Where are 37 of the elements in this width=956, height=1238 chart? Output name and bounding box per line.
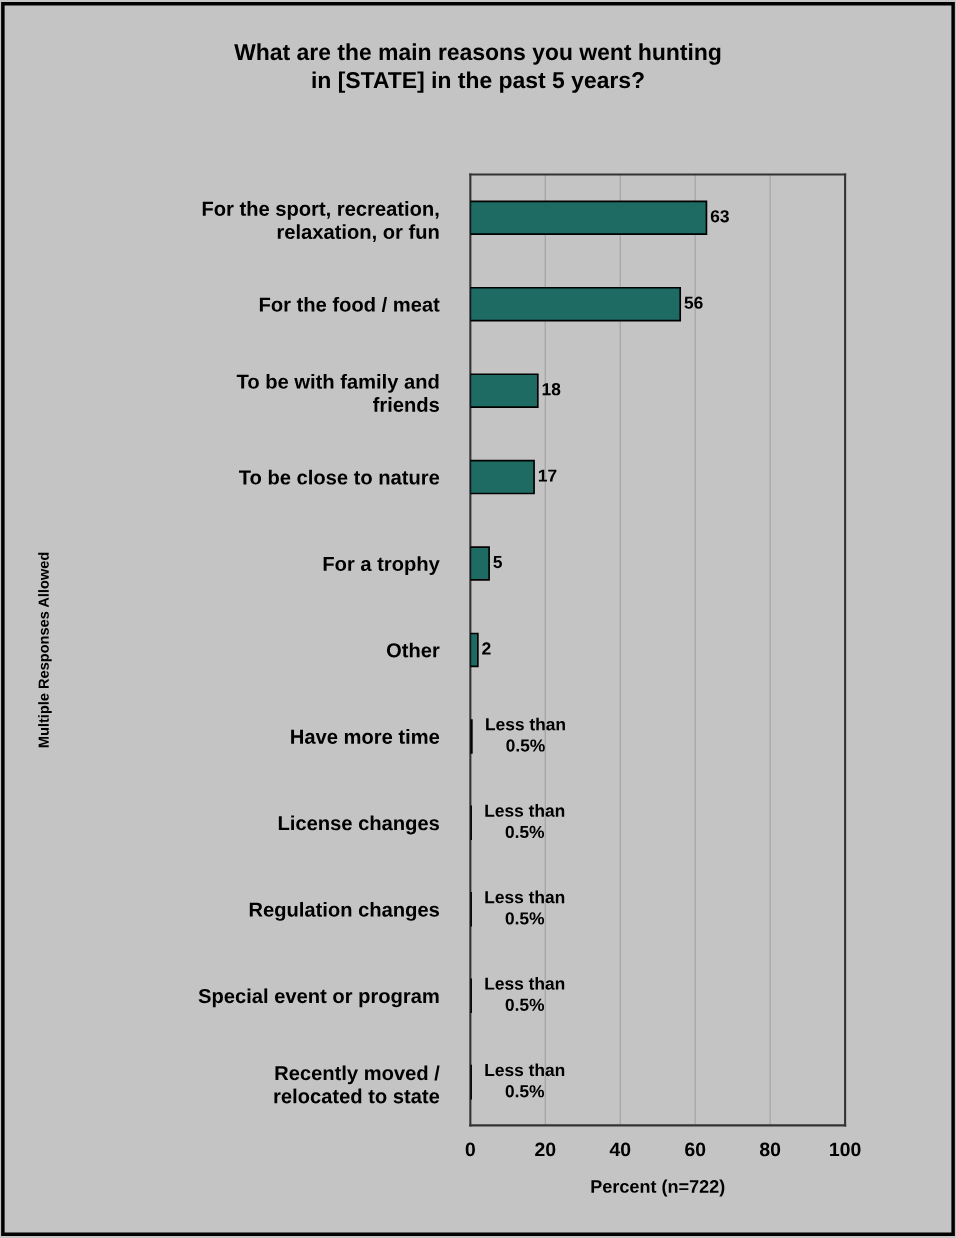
y-tick-label: Have more time [291, 729, 440, 744]
data-label: 17 [538, 469, 557, 482]
data-label: 5 [493, 556, 503, 569]
data-label: Less than 0.5% [485, 804, 565, 839]
data-label: Less than 0.5% [485, 890, 565, 925]
data-label: 63 [710, 210, 729, 223]
bar [470, 632, 479, 668]
x-tick-label: 20 [535, 1142, 556, 1157]
x-tick-label: 60 [685, 1142, 706, 1157]
y-tick-label: For a trophy [323, 556, 440, 575]
y-tick-label: For the food / meat [259, 296, 440, 312]
chart-title: What are the main reasons you went hunting in [STATE] in the past 5 years? [234, 43, 721, 93]
x-tick-label: 80 [759, 1142, 781, 1157]
data-label: Less than 0.5% [485, 1063, 565, 1098]
bar [470, 286, 682, 322]
y-tick-label: Recently moved / relocated to state [274, 1065, 440, 1104]
x-tick-label: 100 [830, 1142, 861, 1157]
x-tick-label: 0 [465, 1142, 475, 1157]
x-axis-title: Percent (n=722) [591, 1179, 725, 1197]
data-label: 18 [542, 383, 561, 396]
bar [470, 200, 708, 236]
data-label: Less than 0.5% [485, 976, 565, 1011]
y-tick-label: To be close to nature [238, 469, 440, 485]
data-label: 2 [482, 642, 491, 655]
y-tick-label: For the sport, recreation, relaxation, or fun [202, 201, 439, 242]
x-tick-label: 40 [609, 1142, 631, 1157]
bar [470, 459, 535, 495]
y-tick-label: Regulation changes [249, 901, 439, 921]
data-label: 56 [684, 296, 703, 309]
y-tick-label: Other [386, 642, 440, 658]
y-tick-label: License changes [278, 815, 439, 835]
bar [470, 546, 490, 581]
y-tick-label: Special event or program [198, 988, 439, 1008]
bar [470, 373, 539, 408]
text: Multiple Responses Allowed [38, 552, 52, 748]
y-tick-label: To be with family and friends [236, 373, 439, 412]
data-label: Less than 0.5% [486, 717, 565, 752]
